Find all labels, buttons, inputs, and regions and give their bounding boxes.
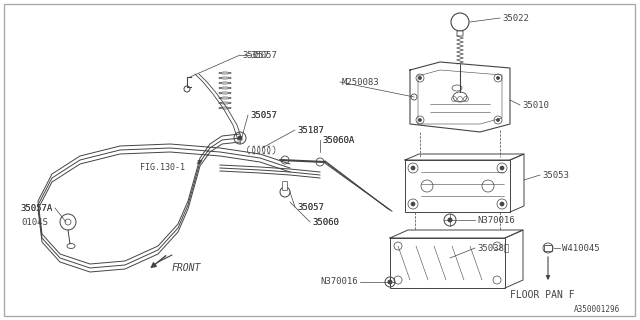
Bar <box>544 245 552 251</box>
Text: 35057: 35057 <box>297 203 324 212</box>
Text: 35022: 35022 <box>502 13 529 22</box>
Text: 35057A: 35057A <box>20 204 53 212</box>
Circle shape <box>238 136 242 140</box>
Bar <box>405 160 510 212</box>
Circle shape <box>500 166 504 170</box>
FancyBboxPatch shape <box>282 181 287 190</box>
Text: 35060: 35060 <box>312 218 339 227</box>
Text: 35010: 35010 <box>522 100 549 109</box>
Circle shape <box>500 202 504 206</box>
Text: 35057: 35057 <box>297 203 324 212</box>
Circle shape <box>448 218 452 222</box>
Text: 35038Ⅱ: 35038Ⅱ <box>477 244 509 252</box>
Text: 35060A: 35060A <box>322 135 355 145</box>
Text: 35057: 35057 <box>242 51 269 60</box>
Text: 35187: 35187 <box>297 125 324 134</box>
Text: 35053: 35053 <box>542 171 569 180</box>
Bar <box>390 238 505 288</box>
Text: 35060A: 35060A <box>322 135 355 145</box>
Circle shape <box>411 202 415 206</box>
Text: FIG.130-1: FIG.130-1 <box>140 163 185 172</box>
Text: N370016: N370016 <box>321 277 358 286</box>
Circle shape <box>497 118 499 122</box>
Circle shape <box>388 280 392 284</box>
Text: A350001296: A350001296 <box>573 306 620 315</box>
Circle shape <box>419 76 422 79</box>
Text: 35187: 35187 <box>297 125 324 134</box>
Circle shape <box>411 166 415 170</box>
Text: 35057: 35057 <box>250 110 277 119</box>
Text: FLOOR PAN F: FLOOR PAN F <box>510 290 575 300</box>
Text: 35057: 35057 <box>250 51 277 60</box>
Text: 35060: 35060 <box>312 218 339 227</box>
Text: 35057: 35057 <box>250 110 277 119</box>
Text: M250083: M250083 <box>342 77 380 86</box>
Text: FRONT: FRONT <box>172 263 202 273</box>
Circle shape <box>497 76 499 79</box>
Text: 35057A: 35057A <box>20 204 53 212</box>
Text: 0104S: 0104S <box>21 218 48 227</box>
FancyBboxPatch shape <box>457 31 463 36</box>
Text: N370016: N370016 <box>477 215 515 225</box>
Text: W410045: W410045 <box>562 244 600 252</box>
Circle shape <box>419 118 422 122</box>
